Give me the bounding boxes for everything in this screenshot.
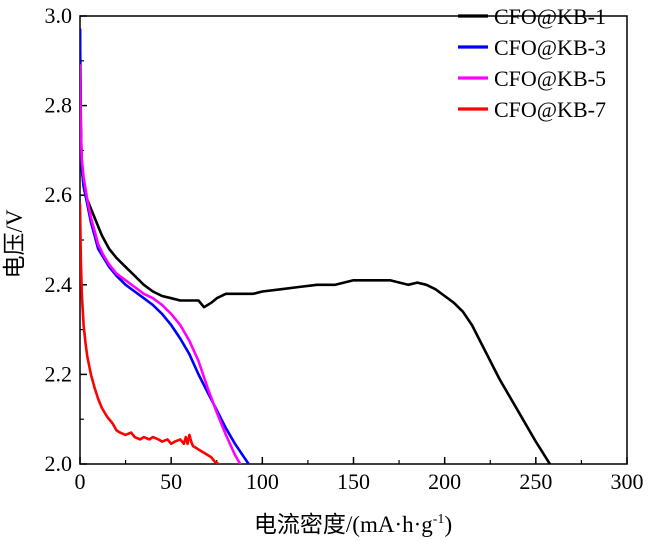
- y-tick-label: 2.0: [45, 451, 73, 476]
- x-tick-label: 100: [246, 469, 279, 494]
- y-axis-title: 电压/V: [2, 209, 27, 278]
- y-tick-label: 2.8: [45, 93, 73, 118]
- x-tick-label: 150: [337, 469, 370, 494]
- x-tick-label: 50: [160, 469, 182, 494]
- x-axis-title-end: ): [444, 512, 452, 537]
- x-tick-label: 300: [611, 469, 644, 494]
- legend-label: CFO@KB-3: [494, 35, 606, 60]
- y-tick-label: 3.0: [45, 3, 73, 28]
- legend-label: CFO@KB-7: [494, 97, 606, 122]
- y-tick-label: 2.2: [45, 361, 73, 386]
- y-tick-label: 2.6: [45, 182, 73, 207]
- x-axis-title: 电流密度/(mA·h·g-1): [254, 512, 452, 537]
- series-lines: [80, 28, 552, 464]
- x-tick-label: 250: [519, 469, 552, 494]
- x-tick-label: 0: [75, 469, 86, 494]
- series-line-cfo-kb-1: [80, 28, 552, 464]
- legend: CFO@KB-1 CFO@KB-3 CFO@KB-5 CFO@KB-7: [458, 4, 606, 122]
- x-tick-label: 200: [428, 469, 461, 494]
- x-axis-title-superscript: -1: [433, 512, 445, 527]
- series-line-cfo-kb-3: [80, 28, 251, 464]
- y-axis-ticks: 2.0 2.2 2.4 2.6 2.8 3.0: [45, 3, 87, 476]
- legend-label: CFO@KB-1: [494, 4, 606, 29]
- series-line-cfo-kb-7: [80, 202, 221, 464]
- series-line-cfo-kb-5: [80, 64, 242, 464]
- y-tick-label: 2.4: [45, 272, 73, 297]
- legend-label: CFO@KB-5: [494, 66, 606, 91]
- x-axis-ticks: 0 50 100 150 200 250 300: [75, 457, 644, 494]
